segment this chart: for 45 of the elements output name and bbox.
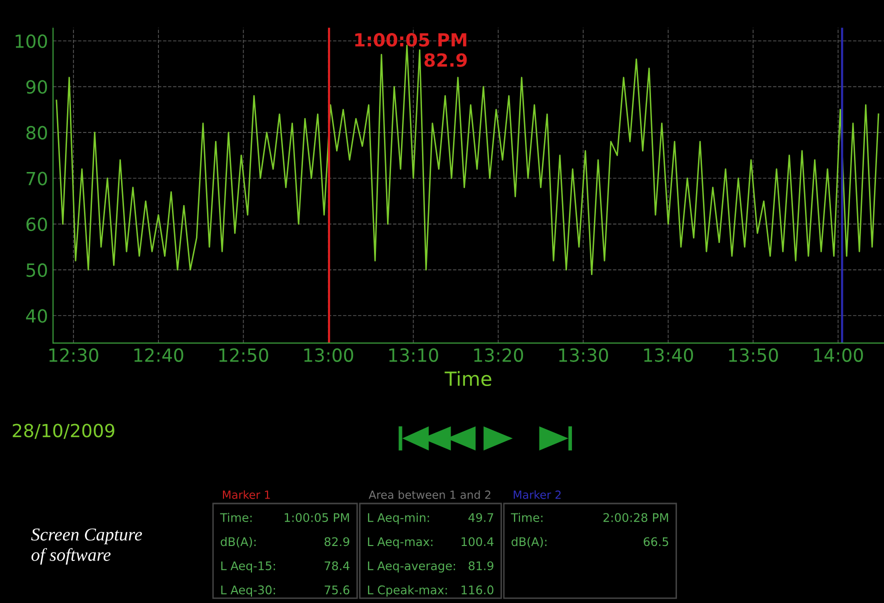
text: L Aeq-max: [368, 537, 432, 548]
text: 66.5 [644, 537, 668, 546]
text: L Aeq-15: [221, 561, 275, 573]
y-tick-label: 70 [26, 172, 47, 186]
text: L Aeq-average: [368, 561, 456, 573]
y-tick-label: 80 [26, 126, 47, 140]
text: 49.7 [468, 513, 494, 522]
text: L Aeq-min: [368, 512, 429, 524]
text: Marker 1 [222, 490, 270, 499]
text: L Cpeak-max: [368, 585, 447, 597]
text: Marker 2 [514, 490, 561, 499]
text: 116.0 [462, 585, 494, 594]
x-tick-label: 14:00 [814, 348, 863, 362]
annotation: 82.9 [424, 53, 467, 67]
y-tick-label: 90 [26, 80, 47, 94]
x-tick-label: 13:20 [474, 348, 524, 362]
y-tick-label: 40 [26, 309, 47, 323]
text: Time: [220, 512, 252, 522]
x-tick-label: 13:00 [304, 348, 354, 362]
text: 2:00:28 PM [603, 513, 668, 522]
x-tick-label: 13:10 [389, 348, 438, 362]
x-tick-label: 12:30 [49, 348, 98, 362]
x-tick-label: 13:50 [729, 348, 778, 362]
text: 1:00:05 PM [284, 513, 349, 522]
text: 82.9 [324, 537, 350, 546]
text: 100.4 [462, 537, 494, 546]
text: L Aeq-30: [221, 585, 275, 597]
x-tick-label: 12:40 [134, 348, 184, 362]
text: 81.9 [468, 561, 494, 570]
x-tick-label: 12:50 [219, 348, 268, 362]
text: 1:00:05 PM [355, 33, 466, 47]
text: Screen Capture of software [31, 528, 142, 565]
x-tick-label: 13:30 [559, 348, 608, 362]
y-tick-label: 60 [26, 218, 47, 232]
y-tick-label: 100 [16, 34, 47, 48]
x-tick-label: 13:40 [644, 348, 694, 362]
text: Time: [510, 512, 542, 522]
text: 75.6 [324, 585, 350, 594]
x-axis-title: Time [444, 371, 492, 386]
text: dB(A): [512, 536, 546, 548]
text: 78.4 [324, 561, 350, 570]
text: Area between 1 and 2 [368, 490, 490, 499]
y-tick-label: 50 [26, 263, 47, 277]
text: 28/10/2009 [12, 424, 114, 439]
text: dB(A): [220, 536, 256, 548]
